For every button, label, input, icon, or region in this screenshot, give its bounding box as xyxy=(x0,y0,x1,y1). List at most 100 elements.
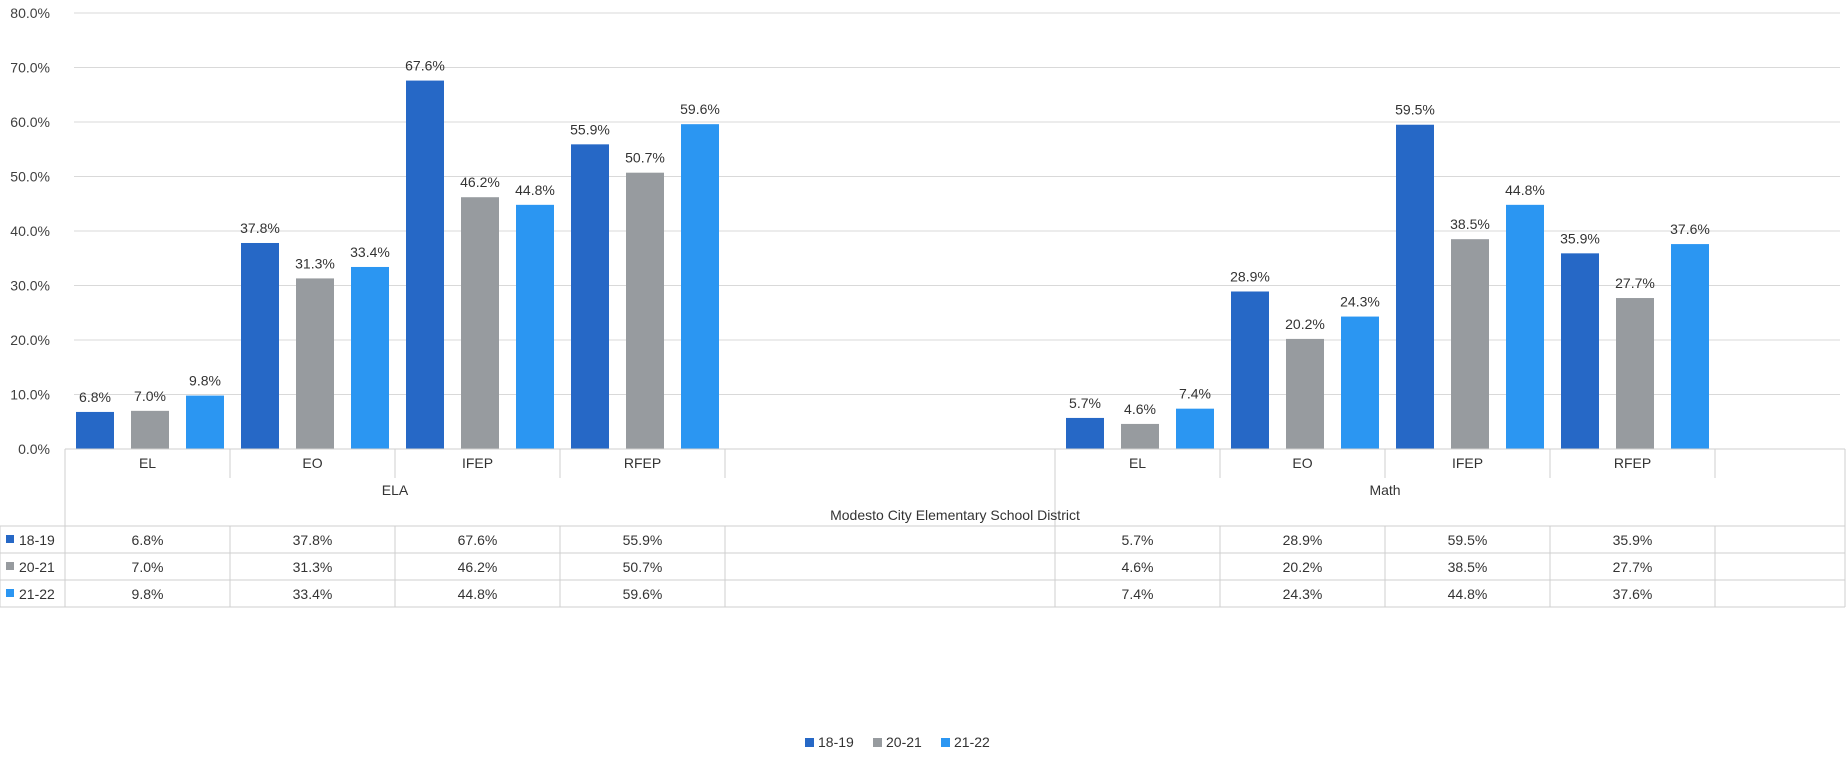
category-label: EO xyxy=(1292,455,1312,471)
table-row-label: 20-21 xyxy=(19,559,55,575)
table-cell: 6.8% xyxy=(132,532,164,548)
table-cell: 9.8% xyxy=(132,586,164,602)
data-label: 24.3% xyxy=(1340,294,1380,310)
legend-label: 21-22 xyxy=(954,734,990,750)
y-tick-label: 40.0% xyxy=(10,223,50,239)
table-cell: 31.3% xyxy=(293,559,333,575)
data-label: 55.9% xyxy=(570,121,610,137)
table-cell: 67.6% xyxy=(458,532,498,548)
data-label: 67.6% xyxy=(405,58,445,74)
table-row-label: 21-22 xyxy=(19,586,55,602)
y-tick-label: 20.0% xyxy=(10,332,50,348)
bar xyxy=(1451,239,1489,449)
table-cell: 44.8% xyxy=(1448,586,1488,602)
bar xyxy=(1066,417,1104,449)
table-cell: 4.6% xyxy=(1122,559,1154,575)
bar xyxy=(1121,423,1159,449)
table-cell: 5.7% xyxy=(1122,532,1154,548)
data-label: 9.8% xyxy=(189,373,221,389)
table-cell: 24.3% xyxy=(1283,586,1323,602)
bar xyxy=(626,172,664,449)
table-cell: 38.5% xyxy=(1448,559,1488,575)
data-label: 5.7% xyxy=(1069,395,1101,411)
bar xyxy=(1561,253,1599,449)
bar xyxy=(131,410,169,449)
group-label: ELA xyxy=(382,482,409,498)
data-label: 33.4% xyxy=(350,244,390,260)
data-label: 35.9% xyxy=(1560,230,1600,246)
data-label: 20.2% xyxy=(1285,316,1325,332)
table-cell: 59.5% xyxy=(1448,532,1488,548)
bar xyxy=(1341,316,1379,449)
category-label: IFEP xyxy=(1452,455,1483,471)
category-label: RFEP xyxy=(1614,455,1651,471)
table-cell: 37.6% xyxy=(1613,586,1653,602)
bar xyxy=(681,124,719,450)
table-cell: 33.4% xyxy=(293,586,333,602)
legend-label: 18-19 xyxy=(818,734,854,750)
category-label: EL xyxy=(1129,455,1146,471)
data-label: 31.3% xyxy=(295,255,335,271)
bar xyxy=(461,197,499,449)
table-cell: 44.8% xyxy=(458,586,498,602)
y-tick-label: 10.0% xyxy=(10,387,50,403)
y-tick-label: 60.0% xyxy=(10,114,50,130)
table-cell: 7.4% xyxy=(1122,586,1154,602)
data-label: 28.9% xyxy=(1230,268,1270,284)
legend-label: 20-21 xyxy=(886,734,922,750)
legend-swatch xyxy=(873,738,882,747)
bar xyxy=(186,395,224,449)
bar xyxy=(1176,408,1214,449)
bar xyxy=(1396,124,1434,449)
y-tick-label: 30.0% xyxy=(10,278,50,294)
bar xyxy=(241,242,279,449)
y-tick-label: 50.0% xyxy=(10,169,50,185)
data-label: 50.7% xyxy=(625,150,665,166)
category-label: EO xyxy=(302,455,322,471)
bar xyxy=(571,144,609,449)
data-label: 6.8% xyxy=(79,389,111,405)
y-tick-label: 80.0% xyxy=(10,5,50,21)
table-legend-key xyxy=(6,562,14,570)
y-tick-label: 70.0% xyxy=(10,60,50,76)
bar xyxy=(1671,244,1709,449)
table-cell: 50.7% xyxy=(623,559,663,575)
data-label: 38.5% xyxy=(1450,216,1490,232)
table-cell: 37.8% xyxy=(293,532,333,548)
data-label: 44.8% xyxy=(515,182,555,198)
data-label: 27.7% xyxy=(1615,275,1655,291)
data-label: 7.0% xyxy=(134,388,166,404)
legend-swatch xyxy=(941,738,950,747)
data-label: 59.5% xyxy=(1395,102,1435,118)
table-cell: 7.0% xyxy=(132,559,164,575)
table-cell: 55.9% xyxy=(623,532,663,548)
table-cell: 20.2% xyxy=(1283,559,1323,575)
legend-swatch xyxy=(805,738,814,747)
table-cell: 46.2% xyxy=(458,559,498,575)
bar xyxy=(406,80,444,449)
table-row-label: 18-19 xyxy=(19,532,55,548)
data-label: 7.4% xyxy=(1179,386,1211,402)
bar xyxy=(1286,338,1324,449)
data-label: 37.8% xyxy=(240,220,280,236)
table-cell: 59.6% xyxy=(623,586,663,602)
data-label: 46.2% xyxy=(460,174,500,190)
table-cell: 35.9% xyxy=(1613,532,1653,548)
bar xyxy=(1231,291,1269,449)
table-cell: 28.9% xyxy=(1283,532,1323,548)
data-label: 44.8% xyxy=(1505,182,1545,198)
bar xyxy=(351,266,389,449)
data-label: 59.6% xyxy=(680,101,720,117)
group-label: Math xyxy=(1369,482,1400,498)
bar xyxy=(1506,204,1544,449)
y-tick-label: 0.0% xyxy=(18,441,50,457)
bar xyxy=(76,411,114,449)
table-cell: 27.7% xyxy=(1613,559,1653,575)
bar xyxy=(296,278,334,449)
category-label: IFEP xyxy=(462,455,493,471)
category-label: EL xyxy=(139,455,156,471)
data-label: 4.6% xyxy=(1124,401,1156,417)
bar xyxy=(516,204,554,449)
data-label: 37.6% xyxy=(1670,221,1710,237)
